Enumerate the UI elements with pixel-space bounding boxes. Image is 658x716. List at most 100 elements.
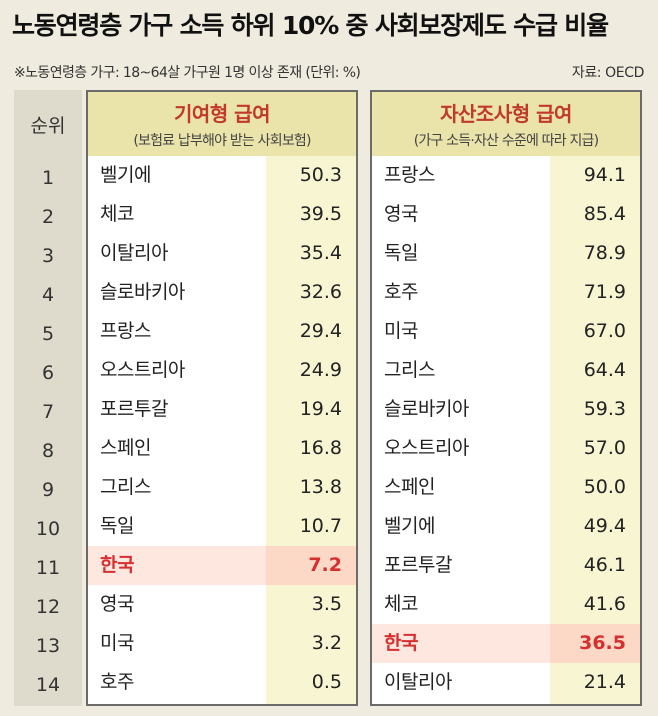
percent-value: 50.0 <box>583 476 626 498</box>
table-row: 벨기에 50.3 <box>88 156 356 195</box>
percent-value: 7.2 <box>308 554 342 576</box>
rank-number: 4 <box>41 283 55 306</box>
rank-header: 순위 <box>30 114 66 137</box>
rank-number: 2 <box>41 205 55 228</box>
table-row: 미국 67.0 <box>372 312 640 351</box>
table-row: 프랑스 29.4 <box>88 312 356 351</box>
percent-value: 19.4 <box>299 398 342 420</box>
country-name: 스페인 <box>100 437 151 459</box>
country-name: 독일 <box>384 242 418 264</box>
rank-number: 10 <box>35 517 61 540</box>
table-row: 스페인 50.0 <box>372 468 640 507</box>
country-name: 벨기에 <box>384 515 435 537</box>
country-name: 호주 <box>384 281 418 303</box>
country-name: 미국 <box>384 320 418 342</box>
country-name: 이탈리아 <box>384 671 452 693</box>
panel-subtitle: (보험료 납부해야 받는 사회보험) <box>133 133 311 149</box>
table-row: 오스트리아 24.9 <box>88 351 356 390</box>
percent-value: 71.9 <box>583 281 626 303</box>
rank-number: 5 <box>41 322 55 345</box>
country-name: 미국 <box>100 632 134 654</box>
table-row: 벨기에 49.4 <box>372 507 640 546</box>
country-name: 체코 <box>100 203 134 225</box>
table-row: 스페인 16.8 <box>88 429 356 468</box>
country-name: 포르투갈 <box>384 554 452 576</box>
footnote-subtitle: ※노동연령층 가구: 18~64살 가구원 1명 이상 존재 (단위: %) <box>14 65 361 81</box>
percent-value: 50.3 <box>299 164 342 186</box>
rank-number: 1 <box>41 166 55 189</box>
panel-title: 자산조사형 급여 <box>440 102 572 126</box>
country-name: 포르투갈 <box>100 398 168 420</box>
table-row: 독일 78.9 <box>372 234 640 273</box>
table-row: 영국 85.4 <box>372 195 640 234</box>
rank-number: 3 <box>41 244 55 267</box>
country-name: 벨기에 <box>100 164 151 186</box>
percent-value: 16.8 <box>299 437 342 459</box>
table-row: 그리스 13.8 <box>88 468 356 507</box>
percent-value: 3.2 <box>311 632 342 654</box>
country-name: 이탈리아 <box>100 242 168 264</box>
table-row: 이탈리아 35.4 <box>88 234 356 273</box>
table-row-highlighted: 한국 7.2 <box>88 546 356 585</box>
table-row: 프랑스 94.1 <box>372 156 640 195</box>
page-title: 노동연령층 가구 소득 하위 10% 중 사회보장제도 수급 비율 <box>12 11 609 40</box>
highlight-value-bg <box>266 546 356 585</box>
percent-value: 64.4 <box>583 359 626 381</box>
percent-value: 36.5 <box>579 632 626 654</box>
table-row: 미국 3.2 <box>88 624 356 663</box>
rank-number: 9 <box>41 478 55 501</box>
table-row: 슬로바키아 59.3 <box>372 390 640 429</box>
percent-value: 10.7 <box>299 515 342 537</box>
table-row: 독일 10.7 <box>88 507 356 546</box>
country-name: 체코 <box>384 593 418 615</box>
country-name: 프랑스 <box>384 164 435 186</box>
percent-value: 49.4 <box>583 515 626 537</box>
country-name: 그리스 <box>384 359 435 381</box>
table-row: 포르투갈 46.1 <box>372 546 640 585</box>
table-row: 포르투갈 19.4 <box>88 390 356 429</box>
rank-number: 7 <box>41 400 55 423</box>
percent-value: 46.1 <box>583 554 626 576</box>
contributory-benefit-table: 기여형 급여 (보험료 납부해야 받는 사회보험) 벨기에 50.3 체코 39.5 이… <box>86 90 358 706</box>
percent-value: 57.0 <box>583 437 626 459</box>
percent-value: 39.5 <box>299 203 342 225</box>
percent-value: 59.3 <box>583 398 626 420</box>
country-name: 한국 <box>100 554 134 576</box>
country-name: 영국 <box>384 203 418 225</box>
rank-number: 11 <box>35 556 61 579</box>
rank-number: 8 <box>41 439 55 462</box>
percent-value: 24.9 <box>299 359 342 381</box>
percent-value: 0.5 <box>311 671 342 693</box>
percent-value: 85.4 <box>583 203 626 225</box>
rank-number: 12 <box>35 595 61 618</box>
panel-header: 기여형 급여 (보험료 납부해야 받는 사회보험) <box>88 92 356 156</box>
country-name: 오스트리아 <box>100 359 185 381</box>
country-name: 한국 <box>384 632 418 654</box>
percent-value: 29.4 <box>299 320 342 342</box>
country-name: 영국 <box>100 593 134 615</box>
value-column-bg <box>266 156 356 704</box>
table-row: 이탈리아 21.4 <box>372 663 640 702</box>
panel-title: 기여형 급여 <box>174 102 270 126</box>
percent-value: 35.4 <box>299 242 342 264</box>
panel-header: 자산조사형 급여 (가구 소득·자산 수준에 따라 지급) <box>372 92 640 156</box>
rank-column: 순위 1 2 3 4 5 6 7 8 9 10 11 12 13 14 <box>14 90 82 706</box>
table-row: 그리스 64.4 <box>372 351 640 390</box>
percent-value: 13.8 <box>299 476 342 498</box>
country-name: 그리스 <box>100 476 151 498</box>
table-row: 체코 39.5 <box>88 195 356 234</box>
source-label: 자료: OECD <box>571 65 645 81</box>
table-row: 슬로바키아 32.6 <box>88 273 356 312</box>
rank-number: 13 <box>35 634 61 657</box>
country-name: 프랑스 <box>100 320 151 342</box>
percent-value: 41.6 <box>583 593 626 615</box>
percent-value: 21.4 <box>583 671 626 693</box>
rank-number: 6 <box>41 361 55 384</box>
table-row: 영국 3.5 <box>88 585 356 624</box>
table-row-highlighted: 한국 36.5 <box>372 624 640 663</box>
rank-number: 14 <box>35 673 61 696</box>
country-name: 독일 <box>100 515 134 537</box>
country-name: 스페인 <box>384 476 435 498</box>
country-name: 오스트리아 <box>384 437 469 459</box>
country-name: 슬로바키아 <box>100 281 185 303</box>
